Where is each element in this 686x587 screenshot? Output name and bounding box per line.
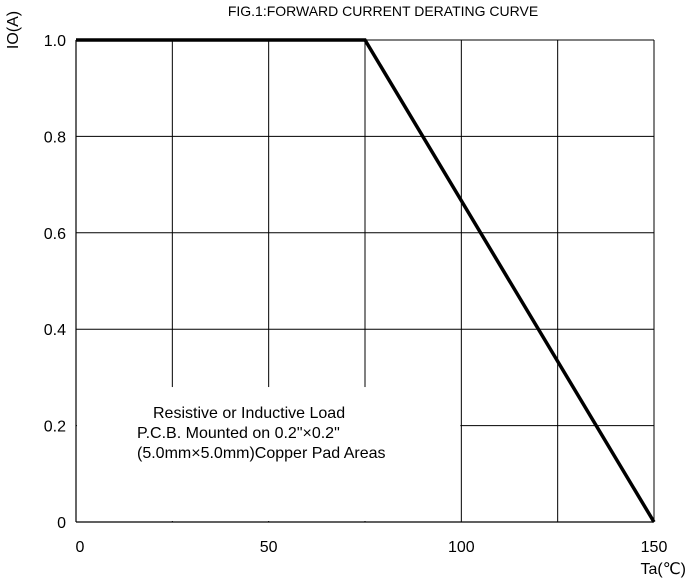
y-tick-label: 0.4: [44, 322, 66, 339]
x-axis-label: Ta(℃): [640, 561, 686, 578]
y-tick-label: 0.2: [44, 419, 66, 436]
y-tick-label: 1.0: [44, 33, 66, 50]
y-tick-label: 0.8: [44, 129, 66, 146]
annotation-line: (5.0mm×5.0mm)Copper Pad Areas: [137, 445, 386, 462]
y-tick-label: 0: [57, 515, 66, 532]
y-axis-label: IO(A): [5, 11, 22, 49]
x-tick-label: 50: [260, 539, 278, 556]
y-tick-label: 0.6: [44, 226, 66, 243]
chart-title: FIG.1:FORWARD CURRENT DERATING CURVE: [228, 3, 538, 19]
x-tick-label: 100: [448, 539, 475, 556]
x-tick-label: 150: [641, 539, 668, 556]
annotation-line: P.C.B. Mounted on 0.2"×0.2": [137, 425, 340, 442]
x-tick-label: 0: [76, 539, 85, 556]
annotation-line: Resistive or Inductive Load: [153, 405, 345, 422]
